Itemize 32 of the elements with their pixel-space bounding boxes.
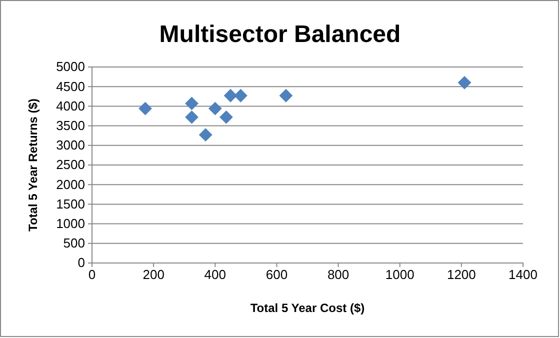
x-tick-label: 0	[88, 267, 96, 282]
point	[185, 110, 198, 124]
point	[138, 102, 152, 116]
y-tick-label: 3000	[56, 138, 85, 153]
chart-title: Multisector Balanced	[159, 21, 401, 48]
point	[185, 96, 198, 110]
y-tick-label: 2000	[56, 176, 85, 192]
y-tick-label: 3500	[56, 118, 85, 133]
x-tick-label: 400	[204, 267, 226, 282]
point	[198, 128, 212, 142]
y-tick-label: 500	[63, 236, 85, 251]
y-tick-label: 1000	[56, 216, 85, 231]
x-tick-label: 200	[142, 267, 164, 282]
x-tick-label: 1400	[508, 267, 538, 282]
point	[208, 102, 222, 116]
point	[279, 88, 293, 102]
x-tick-label: 1000	[385, 267, 414, 282]
point	[234, 88, 248, 102]
x-axis-title: Total 5 Year Cost ($)	[250, 301, 365, 315]
y-axis-title: Total 5 Year Returns ($)	[26, 98, 40, 232]
y-tick-label: 2500	[56, 157, 85, 172]
y-tick-label: 4000	[56, 98, 85, 114]
point	[458, 76, 472, 90]
point	[224, 88, 238, 102]
y-tick-label: 1500	[56, 196, 85, 212]
y-tick-label: 4500	[56, 78, 85, 94]
x-tick-label: 600	[266, 267, 288, 282]
point	[220, 110, 233, 124]
y-tick-label: 5000	[56, 59, 85, 74]
x-tick-label: 800	[327, 267, 350, 282]
x-tick-label: 1200	[446, 267, 476, 282]
y-tick-label: 0	[78, 255, 85, 270]
